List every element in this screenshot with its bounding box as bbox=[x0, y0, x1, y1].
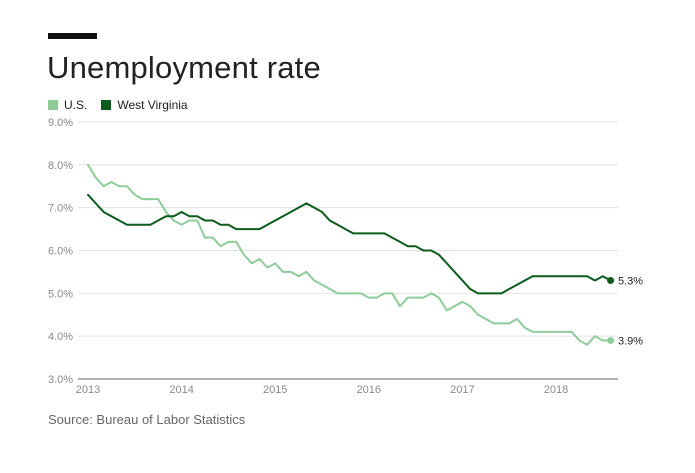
legend-swatch-us bbox=[48, 100, 58, 110]
series-end-marker-us bbox=[607, 336, 615, 344]
legend-item-wv: West Virginia bbox=[101, 98, 188, 112]
x-tick-label: 2017 bbox=[450, 384, 474, 396]
y-tick-label: 9.0% bbox=[48, 117, 73, 129]
legend-swatch-wv bbox=[101, 100, 112, 110]
x-tick-label: 2014 bbox=[169, 384, 193, 396]
y-tick-label: 6.0% bbox=[48, 246, 73, 258]
series-line-wv bbox=[87, 193, 612, 295]
series-end-label-wv: 5.3% bbox=[618, 275, 643, 287]
x-tick-label: 2015 bbox=[263, 384, 287, 396]
y-tick-label: 3.0% bbox=[48, 374, 73, 386]
source-note: Source: Bureau of Labor Statistics bbox=[48, 412, 246, 427]
series-end-marker-wv bbox=[607, 276, 615, 284]
x-tick-label: 2016 bbox=[357, 384, 381, 396]
x-tick-label: 2018 bbox=[544, 384, 568, 396]
legend-label-us: U.S. bbox=[64, 98, 88, 112]
y-tick-label: 7.0% bbox=[48, 203, 73, 215]
legend: U.S. West Virginia bbox=[48, 98, 202, 112]
y-tick-label: 5.0% bbox=[48, 288, 73, 300]
y-tick-label: 4.0% bbox=[48, 331, 73, 343]
chart-title: Unemployment rate bbox=[47, 50, 321, 85]
series-line-us bbox=[87, 163, 612, 346]
title-accent-bar bbox=[48, 33, 97, 39]
x-tick-label: 2013 bbox=[76, 384, 100, 396]
y-tick-label: 8.0% bbox=[48, 160, 73, 172]
legend-label-wv: West Virginia bbox=[117, 98, 188, 112]
series-end-label-us: 3.9% bbox=[618, 335, 643, 347]
legend-item-us: U.S. bbox=[48, 98, 87, 112]
